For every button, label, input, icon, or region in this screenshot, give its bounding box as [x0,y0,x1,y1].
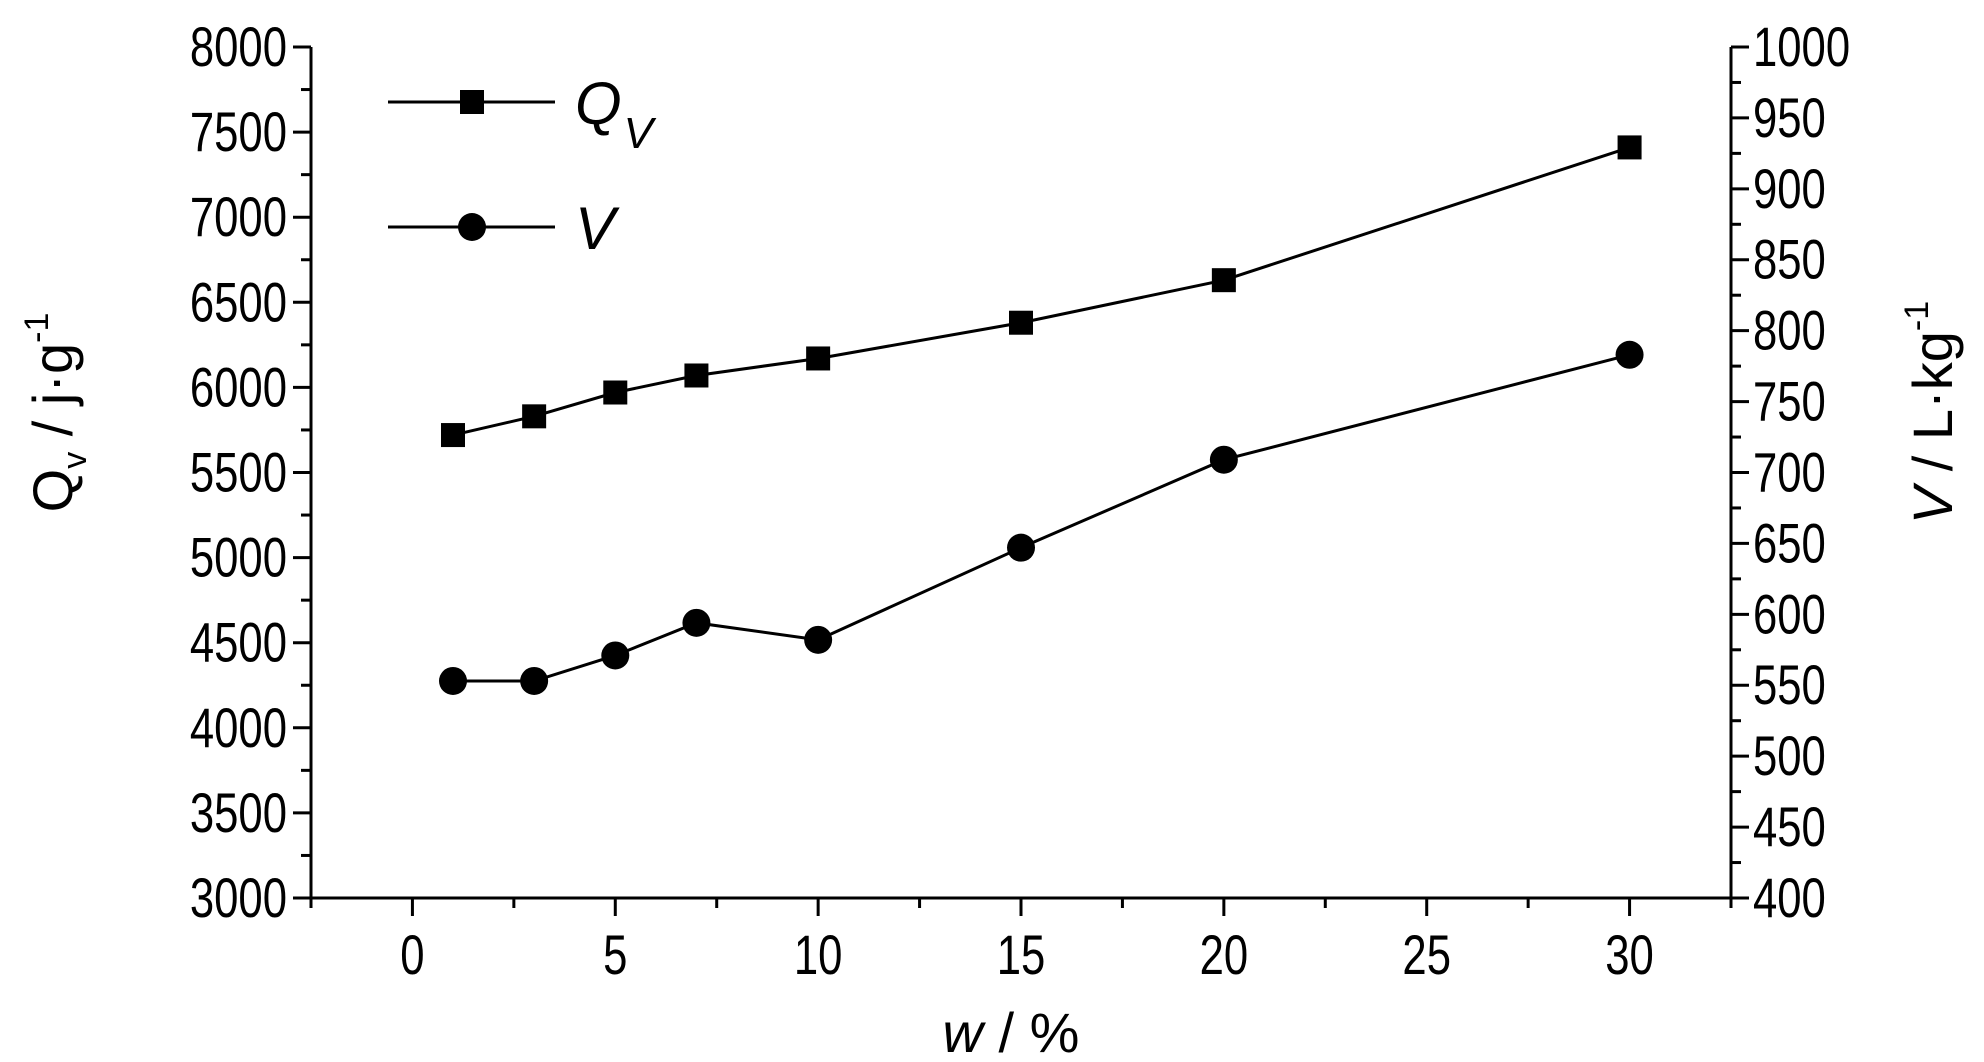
y-left-tick-label: 5000 [190,526,287,588]
x-tick-label: 25 [1402,924,1451,986]
x-axis: 0 5 10 15 20 25 30 [309,898,1733,986]
series-line [453,353,1630,683]
data-point [520,666,549,695]
x-tick-label: 20 [1200,924,1249,986]
y-left-tick-label: 8000 [190,16,287,78]
legend-entry: QV [388,70,657,158]
y-right-tick-label: 700 [1753,441,1826,503]
y-right-tick-label: 550 [1753,654,1826,716]
y-right-tick-label: 400 [1753,867,1826,929]
legend-marker [458,213,486,241]
data-point [522,404,547,429]
x-axis-title: w / % [943,1001,1080,1062]
y-right-tick-label: 750 [1753,370,1826,432]
data-point [439,666,467,695]
legend: QV V [388,70,657,262]
y-right-tick-label: 650 [1753,512,1826,574]
x-tick-label: 30 [1605,924,1654,986]
y-left-tick-label: 6500 [190,271,287,333]
data-point [1209,445,1238,474]
y-left-tick-label: 4000 [190,697,287,759]
y-axis-right: 400 450 500 550 600 650 700 750 800 850 900 950 1000 [1731,16,1850,929]
data-point [806,346,831,371]
y-right-tick-label: 850 [1753,229,1826,291]
axis-labels: w / % Qv / j·g-1 V / L·kg-1 [18,301,1964,1062]
data-point [603,380,628,405]
series-qv [441,135,1642,448]
y-left-axis-title: Qv / j·g-1 [18,313,94,513]
x-tick-label: 5 [603,924,627,986]
y-right-tick-label: 1000 [1753,16,1850,78]
series-v [439,340,1644,695]
data-point [682,608,711,637]
y-left-tick-label: 6000 [190,356,287,418]
y-left-tick-label: 3500 [190,782,287,844]
data-point [1617,135,1642,160]
y-right-axis-title: V / L·kg-1 [1898,301,1964,524]
plot-frame [309,47,1733,900]
y-left-tick-label: 4500 [190,612,287,674]
y-right-tick-label: 500 [1753,725,1826,787]
legend-label: V [575,195,620,262]
x-tick-label: 10 [794,924,843,986]
data-point [1211,268,1236,293]
data-point [441,423,465,448]
y-right-tick-label: 800 [1753,299,1826,361]
legend-entry: V [388,195,620,262]
series-layer [439,135,1644,695]
y-right-tick-label: 950 [1753,87,1826,149]
y-axis-left: 3000 3500 4000 4500 5000 5500 6000 6500 7000 7500… [190,16,311,929]
x-tick-label: 0 [400,924,424,986]
data-point [684,363,709,388]
y-left-tick-label: 5500 [190,441,287,503]
data-point [804,625,833,654]
y-right-tick-label: 450 [1753,796,1826,858]
x-tick-label: 15 [997,924,1046,986]
data-point [1009,310,1033,335]
y-left-tick-label: 3000 [190,867,287,929]
data-point [1007,533,1035,562]
legend-marker [460,90,484,114]
y-right-tick-label: 600 [1753,583,1826,645]
y-left-tick-label: 7500 [190,101,287,163]
data-point [601,641,630,670]
series-line [452,145,1631,437]
y-left-tick-label: 7000 [190,186,287,248]
data-point [1615,340,1644,369]
legend-label: QV [575,70,657,158]
y-right-tick-label: 900 [1753,158,1826,220]
